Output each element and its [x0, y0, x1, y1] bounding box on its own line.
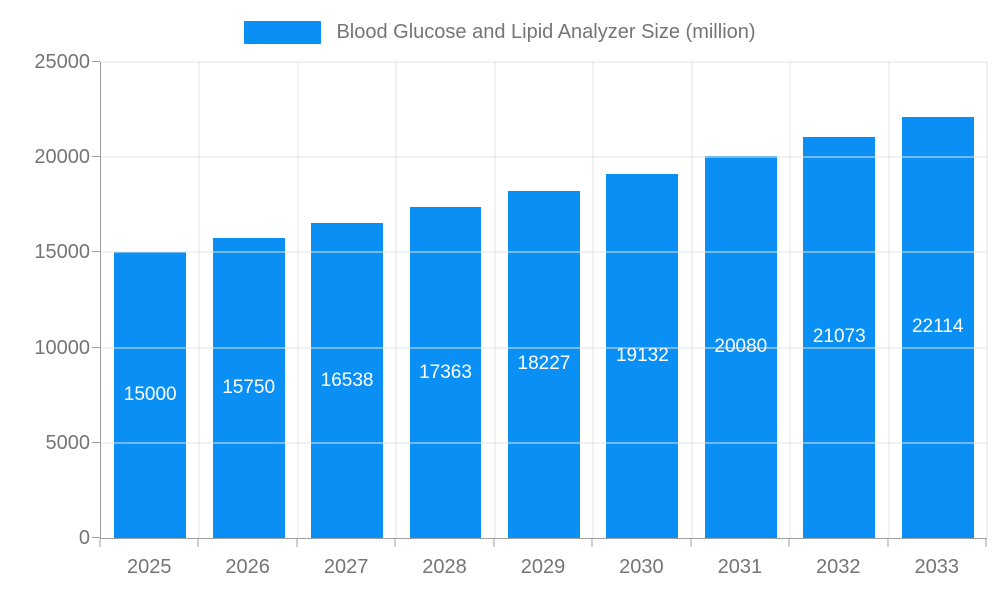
y-tick-label: 10000	[34, 336, 90, 359]
bar-slot: 15000	[101, 62, 199, 538]
bar-value-label: 22114	[911, 316, 964, 338]
v-gridline	[297, 62, 299, 538]
x-tick-mark	[197, 539, 199, 547]
bar-2028[interactable]: 17363	[409, 207, 482, 538]
y-axis-ticks	[92, 61, 100, 538]
x-tick-label: 2026	[225, 556, 270, 578]
bar-slot: 22114	[889, 62, 987, 538]
y-tick-mark	[92, 537, 100, 538]
bar-value-label: 18227	[517, 353, 571, 375]
y-tick-label: 20000	[34, 146, 90, 169]
y-tick-label: 5000	[45, 431, 91, 454]
bar-slot: 19132	[593, 62, 691, 538]
x-tick-mark	[887, 539, 889, 547]
legend-label: Blood Glucose and Lipid Analyzer Size (m…	[336, 20, 756, 43]
v-gridline	[888, 62, 890, 538]
bar-slot: 17363	[396, 62, 494, 538]
bar-value-label: 15000	[123, 384, 177, 406]
bar-2031[interactable]: 20080	[704, 155, 777, 538]
y-axis-labels: 0 5000 10000 15000 20000 25000	[0, 52, 91, 548]
x-tick-mark	[591, 539, 593, 547]
bar-slot: 15750	[199, 62, 297, 538]
v-gridline	[691, 62, 693, 538]
y-tick-label: 0	[78, 527, 90, 549]
x-axis-line	[100, 538, 987, 539]
x-tick-mark	[99, 539, 101, 547]
bars-row: 15000 15750 16538 17363 18227 19132 20080 21073…	[101, 62, 987, 538]
bar-value-label: 21073	[812, 326, 866, 348]
h-gridline	[101, 347, 987, 349]
plot-area: 15000 15750 16538 17363 18227 19132 20080 21073…	[100, 61, 988, 538]
x-tick-mark	[788, 539, 790, 547]
bar-slot: 20080	[692, 62, 790, 538]
y-tick-mark	[92, 251, 100, 253]
x-tick-label: 2028	[422, 556, 467, 578]
x-tick-label: 2031	[717, 556, 763, 578]
v-gridline	[395, 62, 397, 538]
chart-legend[interactable]: Blood Glucose and Lipid Analyzer Size (m…	[0, 18, 1000, 46]
bar-slot: 18227	[495, 62, 593, 538]
x-tick-label: 2025	[126, 556, 172, 578]
y-tick-mark	[92, 61, 100, 62]
bar-value-label: 19132	[615, 344, 669, 366]
bar-value-label: 16538	[320, 369, 374, 391]
x-tick-mark	[296, 539, 298, 547]
bar-slot: 16538	[298, 62, 396, 538]
bar-2025[interactable]: 15000	[114, 252, 187, 538]
y-tick-label: 25000	[34, 51, 90, 73]
bar-2027[interactable]: 16538	[311, 223, 384, 538]
y-tick-mark	[92, 441, 100, 443]
v-gridline	[986, 62, 988, 538]
bar-2026[interactable]: 15750	[212, 238, 285, 538]
bar-2029[interactable]: 18227	[508, 190, 580, 538]
h-gridline	[101, 156, 987, 158]
bar-slot: 21073	[790, 62, 888, 538]
x-tick-mark	[985, 539, 987, 547]
x-tick-label: 2030	[619, 556, 664, 578]
y-tick-mark	[92, 346, 100, 348]
y-tick-mark	[92, 156, 100, 158]
x-tick-mark	[690, 539, 692, 547]
x-tick-label: 2027	[323, 556, 369, 578]
x-tick-label: 2032	[816, 556, 861, 578]
v-gridline	[198, 62, 200, 538]
bar-value-label: 15750	[222, 377, 276, 399]
y-tick-label: 15000	[34, 241, 90, 264]
bar-2032[interactable]: 21073	[803, 136, 876, 538]
x-axis-labels: 2025 2026 2027 2028 2029 2030 2031 2032 2033	[100, 556, 986, 579]
legend-swatch-icon	[244, 20, 322, 44]
v-gridline	[494, 62, 496, 538]
bar-value-label: 20080	[714, 335, 768, 357]
h-gridline	[101, 61, 987, 63]
bar-2030[interactable]: 19132	[606, 173, 679, 538]
h-gridline	[101, 251, 987, 253]
v-gridline	[789, 62, 791, 538]
bar-value-label: 17363	[419, 361, 472, 383]
v-gridline	[592, 62, 594, 538]
x-tick-mark	[394, 539, 396, 547]
h-gridline	[101, 442, 987, 444]
x-tick-mark	[493, 539, 495, 547]
x-tick-label: 2029	[520, 556, 566, 578]
x-axis-ticks	[99, 539, 987, 547]
x-tick-label: 2033	[914, 556, 959, 578]
bar-2033[interactable]: 22114	[901, 116, 974, 538]
